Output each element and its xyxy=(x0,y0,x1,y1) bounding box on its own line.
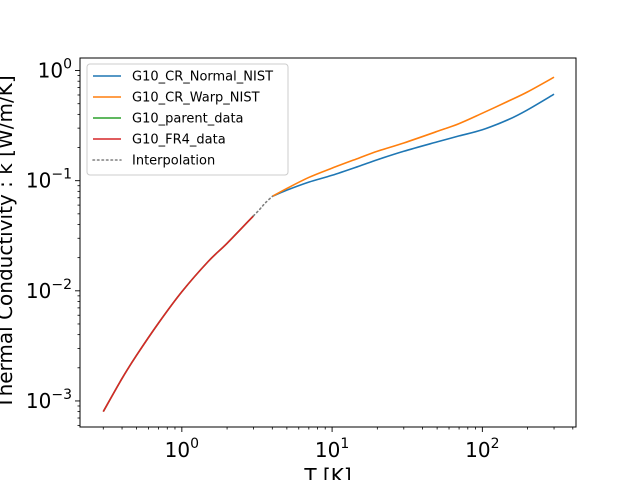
legend-items: G10_CR_Normal_NIST G10_CR_Warp_NIST G10_pa… xyxy=(92,70,273,169)
series-line-g10-cr-normal-nist xyxy=(271,93,555,198)
legend-label-g10-fr4-data: G10_FR4_data xyxy=(132,133,226,148)
x-axis-ticks: 100 101 102 xyxy=(102,427,574,462)
y-tick-label: 100 xyxy=(38,57,72,83)
y-tick-label: 10−3 xyxy=(26,387,72,413)
plot-lines xyxy=(102,76,555,413)
legend-label-interpolation: Interpolation xyxy=(132,154,215,169)
series-line-g10-fr4-data xyxy=(102,215,255,413)
legend-frame xyxy=(86,63,289,176)
y-axis-label: Thermal Conductivity : k [W/m/K] xyxy=(0,75,17,409)
x-tick-label: 102 xyxy=(465,436,499,462)
legend-label-g10-cr-normal-nist: G10_CR_Normal_NIST xyxy=(132,70,273,85)
y-tick-label: 10−2 xyxy=(26,277,72,303)
series-line-g10-parent-data xyxy=(102,215,255,413)
x-tick-label: 100 xyxy=(165,436,199,462)
y-axis-ticks: 10−3 10−2 10−1 100 xyxy=(26,57,80,426)
legend: G10_CR_Normal_NIST G10_CR_Warp_NIST G10_pa… xyxy=(86,63,289,176)
y-tick-label: 10−1 xyxy=(26,167,72,193)
x-tick-label: 101 xyxy=(315,436,349,462)
x-axis-label: T [K] xyxy=(303,464,351,480)
legend-label-g10-cr-warp-nist: G10_CR_Warp_NIST xyxy=(132,91,260,106)
legend-label-g10-parent-data: G10_parent_data xyxy=(132,112,244,127)
series-line-g10-cr-warp-nist xyxy=(271,76,555,198)
series-line-interpolation xyxy=(252,195,274,217)
plot-frame xyxy=(79,57,577,428)
